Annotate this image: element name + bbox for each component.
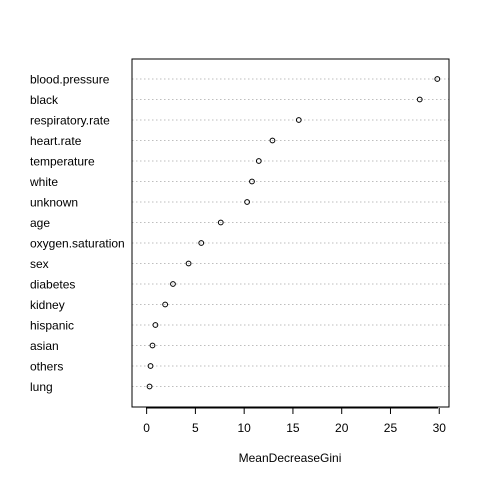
category-label: asian xyxy=(30,339,59,353)
data-points xyxy=(146,76,441,390)
plot-frame xyxy=(131,58,450,408)
category-label: unknown xyxy=(30,196,78,210)
x-tick-label: 15 xyxy=(286,421,300,435)
category-label: black xyxy=(30,93,59,107)
category-label: age xyxy=(30,216,50,230)
x-tick-label: 10 xyxy=(237,421,251,435)
category-label: sex xyxy=(30,257,49,271)
data-point xyxy=(185,260,192,267)
data-point xyxy=(149,342,156,349)
category-label: lung xyxy=(30,380,53,394)
x-tick-label: 0 xyxy=(143,421,150,435)
data-point xyxy=(434,76,441,82)
data-point xyxy=(295,117,302,123)
category-label: diabetes xyxy=(30,278,75,292)
x-tick-label: 30 xyxy=(433,421,447,435)
data-point xyxy=(198,240,205,246)
data-point xyxy=(269,137,276,144)
x-axis: 0 5 10 15 20 25 30 xyxy=(143,407,447,435)
data-point xyxy=(244,199,250,205)
data-point xyxy=(416,96,423,103)
grid-lines xyxy=(132,78,449,387)
data-point xyxy=(255,158,262,164)
category-label: others xyxy=(30,360,63,374)
category-label: white xyxy=(29,175,58,189)
category-label: kidney xyxy=(30,298,65,312)
category-label: hispanic xyxy=(30,319,74,333)
x-axis-label: MeanDecreaseGini xyxy=(239,451,342,465)
data-point xyxy=(152,322,159,328)
data-point xyxy=(249,178,255,185)
category-label: blood.pressure xyxy=(30,73,110,87)
x-tick-label: 25 xyxy=(384,421,398,435)
data-point xyxy=(170,281,176,287)
category-label: respiratory.rate xyxy=(30,114,110,128)
data-point xyxy=(217,219,224,226)
x-tick-label: 20 xyxy=(335,421,349,435)
category-labels: blood.pressure black respiratory.rate heart… xyxy=(29,73,125,395)
x-tick-label: 5 xyxy=(192,421,199,435)
category-label: heart.rate xyxy=(30,134,82,148)
category-label: temperature xyxy=(30,155,95,169)
data-point xyxy=(162,301,169,308)
category-label: oxygen.saturation xyxy=(30,237,125,251)
data-point xyxy=(147,363,154,369)
data-point xyxy=(146,383,153,390)
